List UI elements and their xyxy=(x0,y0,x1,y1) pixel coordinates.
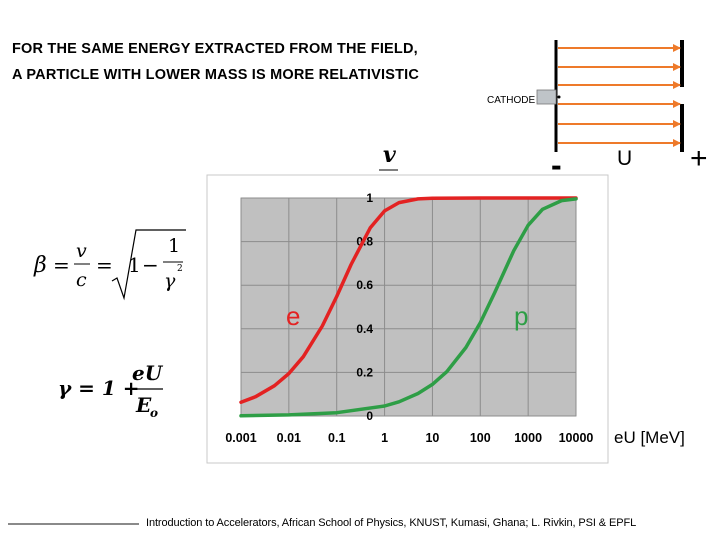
x-tick-label: 0.1 xyxy=(328,431,345,445)
x-tick-label: 0.001 xyxy=(225,431,256,445)
field-arrows xyxy=(558,44,681,147)
x-axis-title: eU [MeV] xyxy=(614,428,685,447)
footer-credit: Introduction to Accelerators, African Sc… xyxy=(146,517,637,529)
y-tick-label: 0.6 xyxy=(356,278,373,292)
gamma-numerator: eU xyxy=(132,361,164,385)
x-tick-label: 0.01 xyxy=(277,431,301,445)
x-tick-label: 100 xyxy=(470,431,491,445)
slide-heading: FOR THE SAME ENERGY EXTRACTED FROM THE F… xyxy=(12,36,419,88)
cathode-label: CATHODE xyxy=(487,95,535,106)
footer-divider xyxy=(8,523,139,525)
x-tick-label: 10000 xyxy=(559,431,594,445)
chart: 00.20.40.60.81 0.001 0.01 0.1 1 10 100 1000 100… xyxy=(206,174,609,464)
beta-equals: = xyxy=(53,253,70,277)
y-tick-label: 0 xyxy=(366,409,373,423)
series-line-p xyxy=(239,197,578,418)
electron-series-label: e xyxy=(286,301,301,331)
field-diagram: - U + CATHODE xyxy=(487,40,708,183)
root-exponent: 2 xyxy=(177,264,183,274)
root-numerator-one: 1 xyxy=(168,235,180,257)
x-tick-label: 10 xyxy=(425,431,439,445)
root-minus: − xyxy=(142,253,159,277)
gamma-denominator: E xyxy=(135,393,152,417)
square-root-sign xyxy=(111,229,186,301)
gamma-subscript: o xyxy=(150,406,158,420)
y-tick-label: 0.2 xyxy=(356,365,373,379)
beta-equals-2: = xyxy=(96,253,113,277)
gamma-lhs: γ = 1 + xyxy=(58,376,140,400)
gamma-formula: γ = 1 + eU E o xyxy=(58,361,164,420)
heading-line-2: A PARTICLE WITH LOWER MASS IS MORE RELAT… xyxy=(12,67,420,83)
beta-formula: β = v c = 1 − 1 γ 2 xyxy=(33,229,186,301)
x-gridlines xyxy=(240,198,577,416)
x-tick-label: 1000 xyxy=(514,431,542,445)
series-lines xyxy=(239,196,578,418)
x-tick-label: 1 xyxy=(381,431,388,445)
series-line-e xyxy=(239,196,578,405)
voltage-label: U xyxy=(617,147,632,170)
root-one: 1 xyxy=(128,253,141,277)
anode-plus-sign: + xyxy=(690,142,708,175)
emitted-particle-dot xyxy=(557,95,561,99)
cathode-minus-sign: - xyxy=(551,147,562,183)
heading-line-1: FOR THE SAME ENERGY EXTRACTED FROM THE F… xyxy=(12,41,418,57)
beta-numerator-v: v xyxy=(76,240,87,262)
cathode-block xyxy=(536,89,557,105)
proton-series-label: p xyxy=(514,301,529,331)
ratio-numerator: v xyxy=(383,142,396,168)
x-tick-labels: 0.001 0.01 0.1 1 10 100 1000 10000 xyxy=(225,431,593,445)
beta-denominator-c: c xyxy=(76,269,87,291)
root-gamma: γ xyxy=(164,270,176,292)
y-tick-label: 0.4 xyxy=(356,322,373,336)
y-tick-labels: 00.20.40.60.81 xyxy=(356,191,373,423)
plot-area xyxy=(240,197,577,417)
beta-symbol: β xyxy=(33,253,47,278)
y-tick-label: 1 xyxy=(366,191,373,205)
